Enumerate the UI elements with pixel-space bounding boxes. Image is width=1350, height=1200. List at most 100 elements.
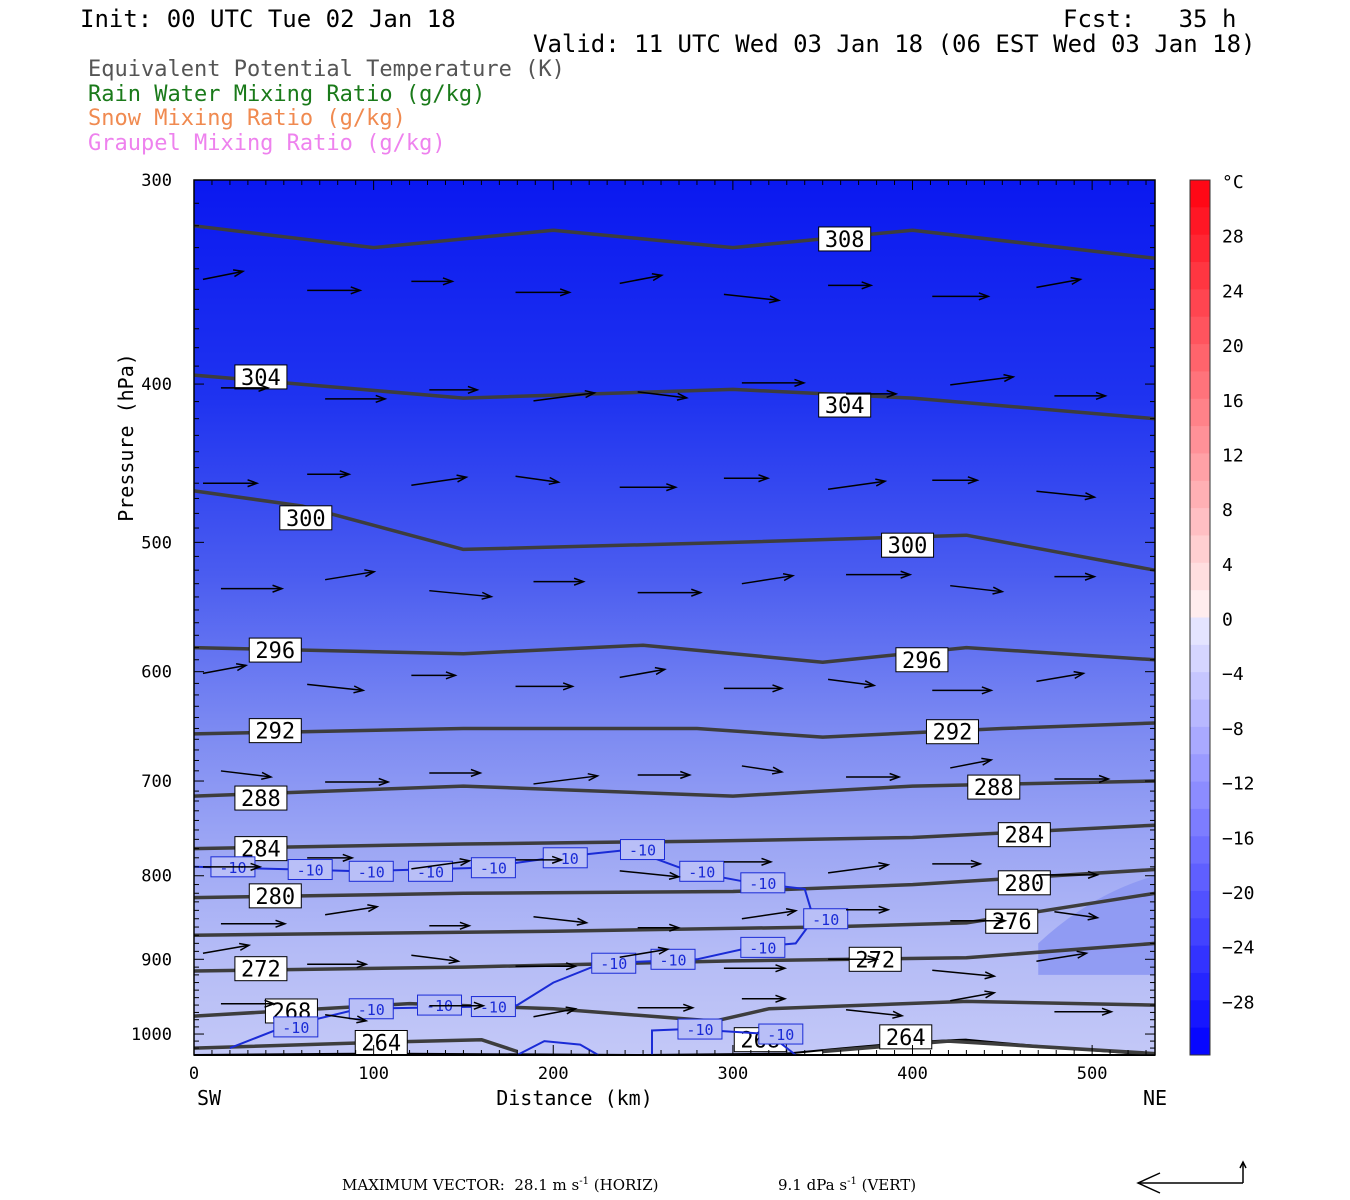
isotherm-label-box [348,860,394,882]
isotherm-label-box [679,860,725,882]
wind-vector [1036,870,1100,879]
contour-label-box [234,785,288,811]
vert-max: 9.1 dPa s-1 (VERT) [778,1176,917,1194]
wind-vector [637,1003,695,1012]
horiz-max: 28.1 m s [514,1176,580,1194]
colorbar-tick-label: −24 [1222,938,1255,959]
wind-vector [429,1001,486,1010]
wind-vector [741,378,807,388]
isotherm-label: -10 [688,863,715,881]
colorbar-segment [1190,344,1210,372]
wind-vector [723,684,785,693]
wind-vector [619,870,681,881]
colorbar-tick-label: 0 [1222,610,1233,631]
wind-vector [429,768,483,778]
isotherm-label: -10 [600,955,627,973]
isotherm-minus10-c [516,1040,599,1056]
wind-vector [932,292,991,301]
isotherm-label: -10 [629,842,656,860]
wind-vector [932,859,983,868]
wind-vector [220,999,277,1008]
colorbar-tick-label: −12 [1222,774,1255,795]
isotherm-label: -10 [767,1026,794,1044]
wind-vector [1054,572,1097,581]
wind-vector [723,964,788,973]
contour-label-284: 284 [1004,824,1044,849]
contour-label-292: 292 [933,721,973,746]
contour-label-296: 296 [902,649,942,674]
colorbar-tick-label: 28 [1222,227,1244,248]
wind-vector [220,383,271,393]
sw-label: SW [197,1086,222,1110]
colorbar-segment [1190,426,1210,454]
reference-vector-icon [1136,1160,1247,1194]
wind-vector [220,584,285,593]
wind-vector [307,683,366,694]
wind-vector [637,391,689,401]
wind-vector [202,663,249,675]
isotherm-label-box [619,839,665,861]
wind-vector [619,666,667,679]
colorbar-segment [1190,890,1210,919]
colorbar-tick-label: 24 [1222,281,1244,302]
wind-vector [637,770,692,780]
wind-vector [307,960,369,969]
isotherm-label-box [287,859,333,881]
colorbar-segment [1190,945,1210,974]
colorbar-tick-label: −8 [1222,719,1244,740]
y-tick-label: 800 [141,867,172,887]
colorbar-segment [1190,508,1210,536]
valid-time: Valid: 11 UTC Wed 03 Jan 18 (06 EST Wed … [533,30,1256,58]
y-tick-label: 700 [141,772,172,792]
wind-vector [429,589,494,600]
contour-label-304: 304 [241,366,281,391]
wind-vector [950,757,994,769]
wind-vector [411,671,458,680]
isotherm-label: -10 [480,999,507,1017]
isotherm-label-box [273,1016,319,1038]
isotherm-label: -10 [812,911,839,929]
contour-label-272: 272 [855,948,895,973]
contour-label-300: 300 [286,507,326,532]
contour-label-box [248,883,302,909]
contour-label-box [818,392,872,418]
isotherm-label: -10 [659,951,686,969]
colorbar-segment [1190,918,1210,947]
wind-vector [515,475,561,486]
theta-e-contour-264 [822,1039,1156,1056]
x-tick-label: 0 [189,1064,199,1084]
colorbar-segment [1190,590,1210,618]
wind-vector [741,765,785,775]
wind-vector [846,905,891,914]
wind-vector [202,479,260,488]
theta-e-contour-280 [193,867,1156,900]
wind-vector [828,955,880,964]
isotherm-label: -10 [552,850,579,868]
contour-label-box [818,226,872,252]
contour-label-box [879,1024,933,1050]
wind-vector [202,269,246,281]
y-tick-label: 1000 [131,1025,172,1045]
contour-label-box [279,505,333,531]
wind-vector [827,478,888,490]
colorbar-tick-label: 4 [1222,555,1233,576]
contour-label-box [248,637,302,663]
wind-vector [325,904,380,916]
colorbar-segment [1190,754,1210,783]
contour-label-264: 264 [361,1031,401,1056]
x-tick-label: 300 [718,1064,749,1084]
wind-vector [533,1006,578,1018]
colorbar-segment [1190,207,1210,236]
wind-vector [1054,911,1100,921]
wind-vector [637,588,703,597]
wind-vector [220,919,288,928]
wind-vector [515,682,575,691]
contour-label-304: 304 [825,394,865,419]
wind-vector [619,483,678,492]
max-vector-label: MAXIMUM VECTOR: 28.1 m s-1 (HORIZ) [342,1176,659,1194]
isotherm-label: -10 [297,862,324,880]
colorbar-segment [1190,262,1210,290]
isotherm-label-box [740,872,786,894]
wind-vector [950,916,1008,925]
colorbar-segment [1190,699,1210,728]
